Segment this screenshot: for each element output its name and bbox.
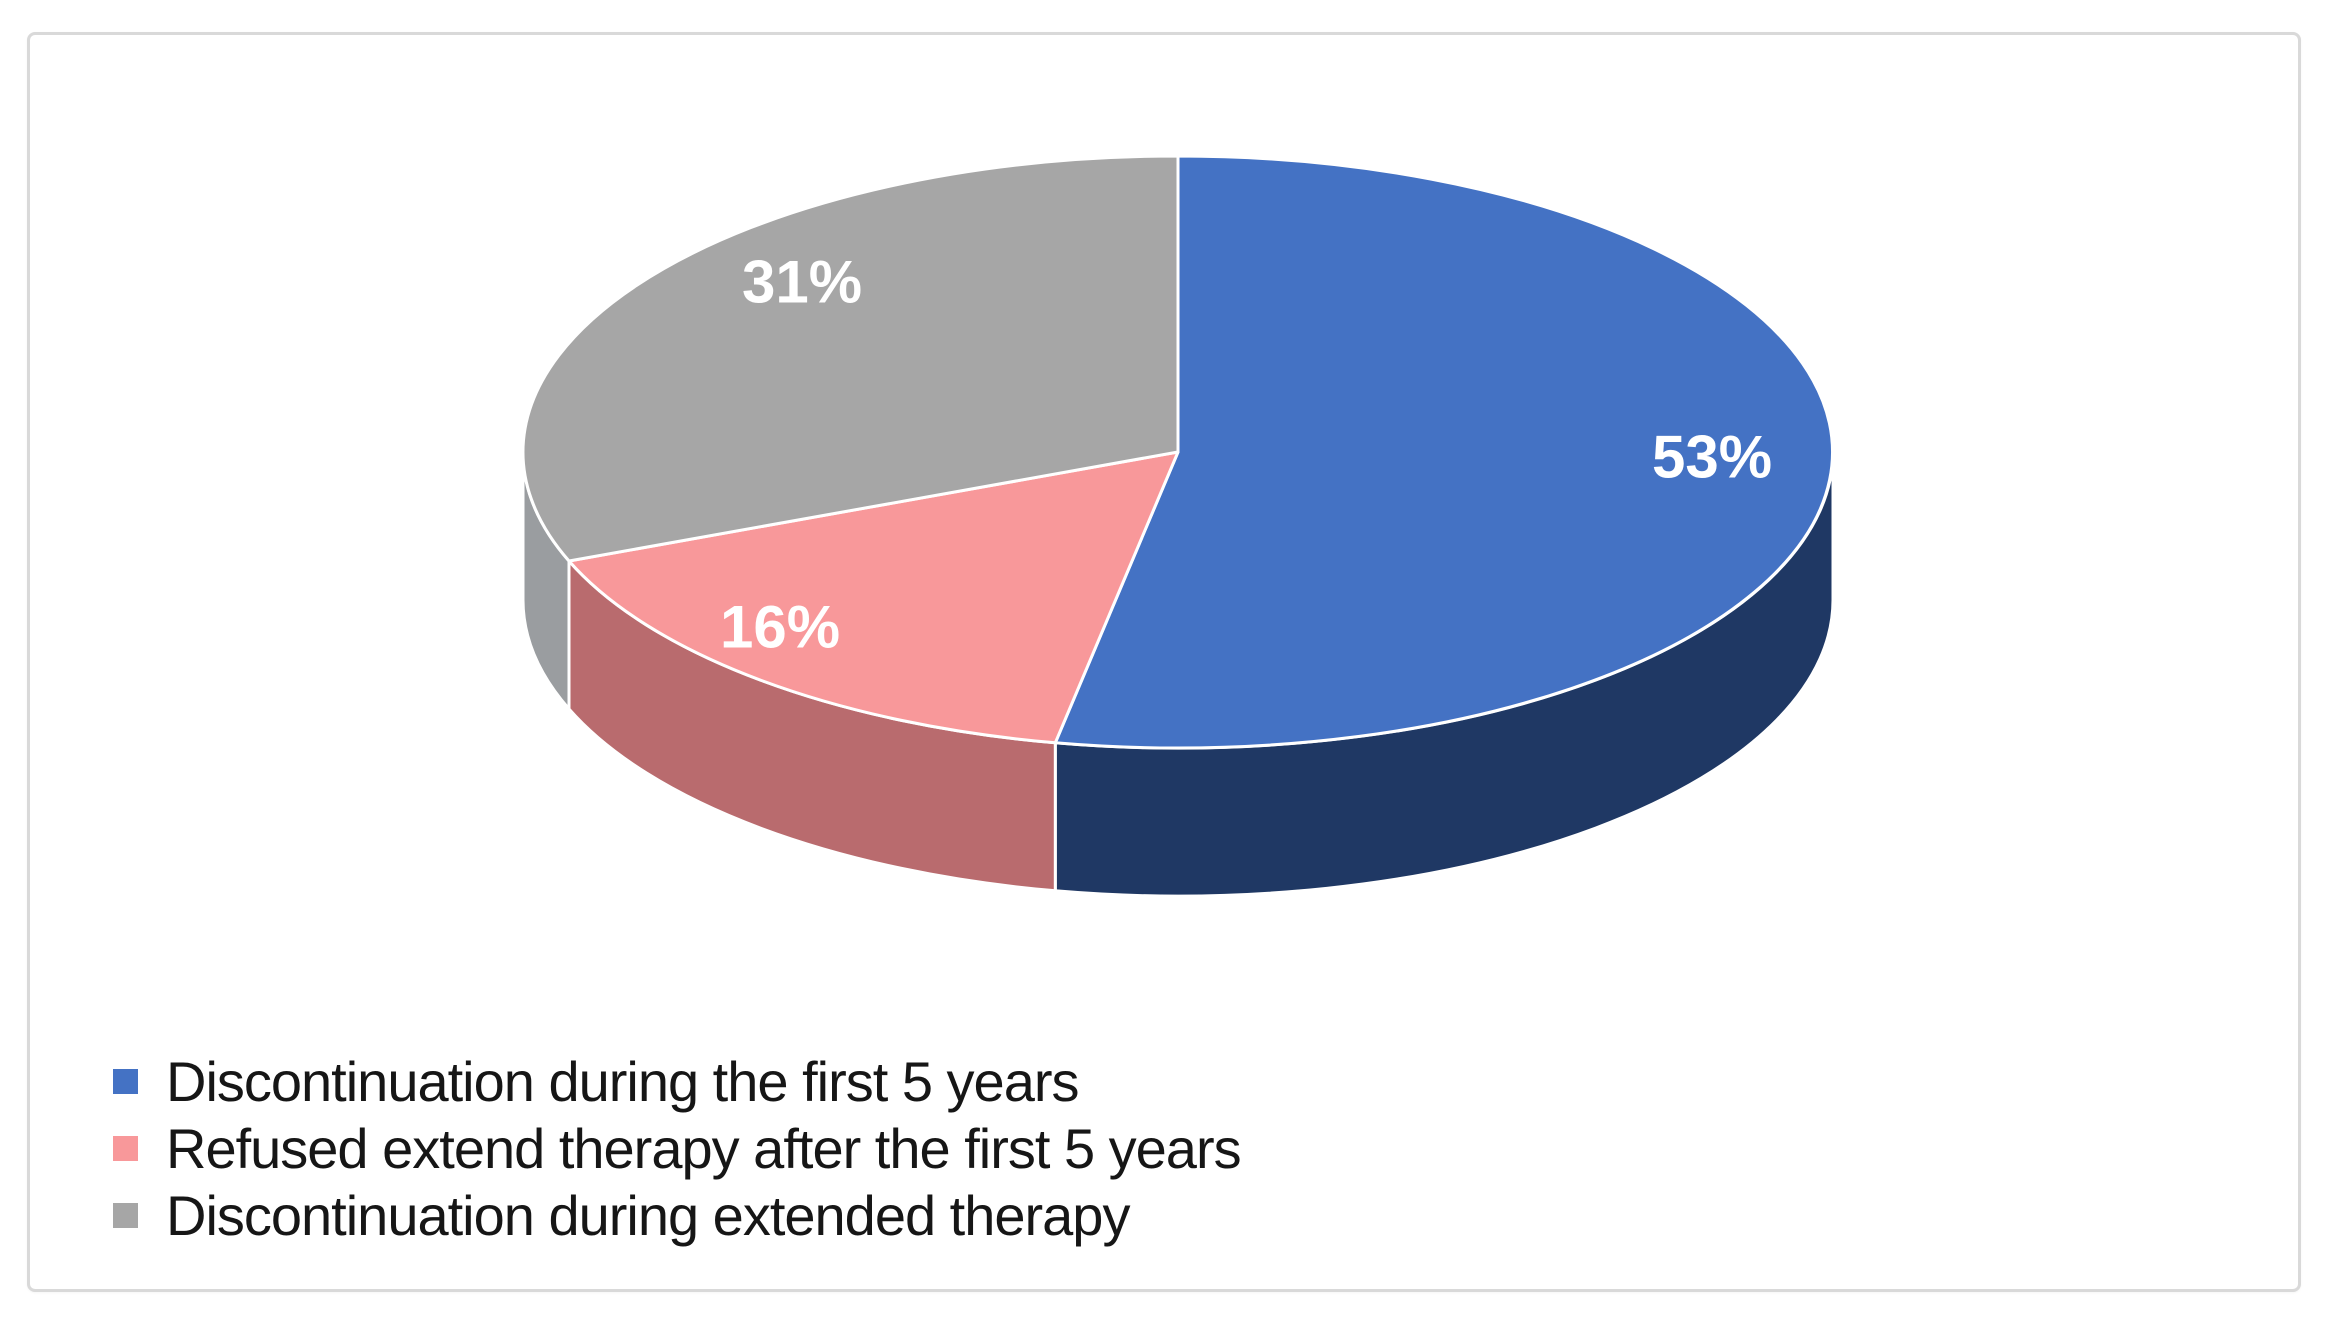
pie-slice-0 [1053,154,1834,750]
legend-item-first-5-years: Discontinuation during the first 5 years [113,1048,1241,1115]
pie-slice-2 [521,154,1180,563]
legend-label: Discontinuation during extended therapy [166,1184,1130,1247]
legend-item-refused-extend: Refused extend therapy after the first 5… [113,1115,1242,1182]
legend-marker-gray-icon [113,1203,138,1228]
legend-marker-blue-icon [113,1069,138,1094]
legend-label: Refused extend therapy after the first 5… [166,1117,1242,1180]
chart-legend: Discontinuation during the first 5 years… [113,1048,1242,1249]
pie-data-label: 16% [720,594,840,661]
pie-data-label: 53% [1652,424,1772,491]
legend-marker-pink-icon [113,1136,138,1161]
legend-item-extended-therapy: Discontinuation during extended therapy [113,1182,1241,1249]
pie-data-label: 31% [742,249,862,316]
pie-slice-1 [567,450,1180,745]
legend-label: Discontinuation during the first 5 years [166,1050,1079,1113]
